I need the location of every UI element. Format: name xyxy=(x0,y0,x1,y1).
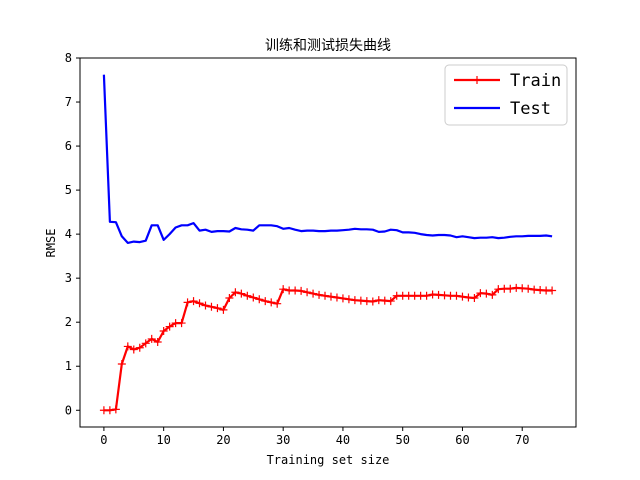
train-data-point xyxy=(249,293,258,302)
x-tick-label: 0 xyxy=(100,433,107,447)
x-tick-label: 40 xyxy=(336,433,350,447)
y-tick-label: 3 xyxy=(65,271,72,285)
y-tick-label: 6 xyxy=(65,139,72,153)
train-data-point xyxy=(201,301,210,310)
y-axis-label: RMSE xyxy=(44,229,58,258)
x-tick-label: 10 xyxy=(156,433,170,447)
train-data-point xyxy=(255,295,264,304)
train-markers xyxy=(99,283,557,415)
y-axis: 0 1 2 3 4 5 6 7 8 xyxy=(65,51,80,417)
train-data-point xyxy=(470,293,479,302)
legend-test-label: Test xyxy=(510,99,551,119)
train-data-point xyxy=(279,285,288,294)
train-data-point xyxy=(225,293,234,302)
plot-layer xyxy=(99,74,557,415)
train-data-point xyxy=(548,286,557,295)
train-data-point xyxy=(177,319,186,328)
train-data-point xyxy=(458,292,467,301)
x-tick-label: 70 xyxy=(515,433,529,447)
train-data-point xyxy=(368,297,377,306)
train-data-point xyxy=(213,304,222,313)
train-data-point xyxy=(309,289,318,298)
train-data-point xyxy=(303,288,312,297)
train-data-point xyxy=(524,284,533,293)
train-data-point xyxy=(338,294,347,303)
train-data-point xyxy=(231,288,240,297)
test-series-line xyxy=(102,74,553,244)
train-data-point xyxy=(165,322,174,331)
train-data-point xyxy=(332,293,341,302)
y-tick-label: 1 xyxy=(65,359,72,373)
train-data-point xyxy=(111,405,120,414)
train-data-point xyxy=(506,284,515,293)
train-data-point xyxy=(488,290,497,299)
x-tick-label: 20 xyxy=(216,433,230,447)
train-data-point xyxy=(237,289,246,298)
chart-title: 训练和测试损失曲线 xyxy=(265,38,391,54)
y-tick-label: 4 xyxy=(65,227,72,241)
legend-train-marker xyxy=(473,76,481,84)
train-data-point xyxy=(386,297,395,306)
train-data-point xyxy=(159,327,168,336)
train-data-point xyxy=(195,299,204,308)
train-data-point xyxy=(123,342,132,351)
train-data-point xyxy=(183,298,192,307)
train-data-point xyxy=(422,291,431,300)
train-data-point xyxy=(189,297,198,306)
train-data-point xyxy=(219,305,228,314)
train-data-point xyxy=(147,334,156,343)
x-tick-label: 60 xyxy=(455,433,469,447)
plot-frame xyxy=(79,57,577,428)
x-tick-label: 50 xyxy=(395,433,409,447)
train-data-point xyxy=(243,291,252,300)
y-tick-label: 0 xyxy=(65,403,72,417)
x-tick-label: 30 xyxy=(276,433,290,447)
train-data-point xyxy=(452,291,461,300)
y-tick-label: 5 xyxy=(65,183,72,197)
x-axis-label: Training set size xyxy=(267,453,390,467)
y-tick-label: 2 xyxy=(65,315,72,329)
train-data-point xyxy=(261,297,270,306)
train-data-point xyxy=(315,290,324,299)
train-data-point xyxy=(344,295,353,304)
train-data-point xyxy=(129,345,138,354)
train-data-point xyxy=(117,360,126,369)
train-data-point xyxy=(141,339,150,348)
train-data-point xyxy=(153,338,162,347)
train-data-point xyxy=(135,343,144,352)
train-data-point xyxy=(267,298,276,307)
legend-train-label: Train xyxy=(510,71,561,91)
train-data-point xyxy=(207,302,216,311)
train-data-point xyxy=(297,286,306,295)
train-data-point xyxy=(273,299,282,308)
train-series-line xyxy=(103,286,553,412)
y-tick-label: 7 xyxy=(65,95,72,109)
train-data-point xyxy=(482,289,491,298)
train-data-point xyxy=(105,406,114,415)
y-tick-label: 8 xyxy=(65,51,72,65)
x-axis: 0 10 20 30 40 50 60 70 xyxy=(100,427,529,447)
train-data-point xyxy=(321,291,330,300)
legend: Train Test xyxy=(444,64,568,126)
train-data-point xyxy=(326,292,335,301)
